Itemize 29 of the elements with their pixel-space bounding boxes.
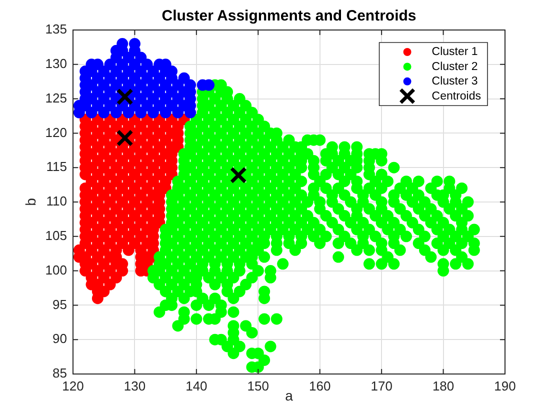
y-tick-label: 85	[52, 366, 67, 381]
x-tick-label: 120	[62, 378, 84, 394]
x-tick-label: 190	[494, 378, 516, 394]
y-tick-label: 115	[46, 159, 67, 174]
legend-label: Cluster 2	[432, 60, 478, 73]
y-tick-label: 130	[45, 56, 67, 71]
point	[116, 88, 134, 106]
y-tick-label: 90	[52, 331, 67, 346]
point	[116, 130, 134, 146]
legend-label: Centroids	[432, 90, 482, 102]
x-tick-label: 150	[247, 378, 269, 394]
x-tick-label: 160	[309, 378, 331, 394]
x-tick-label: 180	[432, 378, 454, 394]
x-tick-label: 170	[370, 378, 392, 394]
x-tick-label: 130	[124, 378, 146, 394]
chart-title: Cluster Assignments and Centroids	[162, 8, 416, 25]
y-tick-label: 95	[52, 296, 67, 312]
y-axis-title: b	[22, 198, 38, 206]
legend-label: Cluster 1	[432, 46, 478, 58]
y-tick-label: 120	[45, 124, 67, 140]
y-tick-label: 100	[45, 262, 67, 278]
x-tick-label: 140	[186, 378, 208, 394]
y-tick-label: 110	[46, 194, 67, 209]
x-axis-title: a	[285, 387, 294, 404]
y-tick-label: 105	[45, 228, 67, 243]
point	[230, 166, 247, 184]
y-tick-label: 125	[45, 90, 67, 106]
legend-label: Cluster 3	[432, 76, 478, 88]
y-tick-label: 135	[45, 22, 67, 37]
